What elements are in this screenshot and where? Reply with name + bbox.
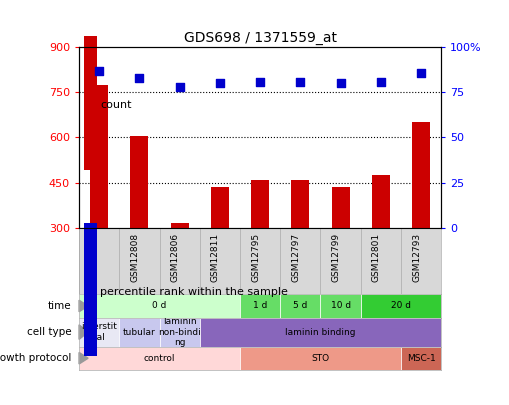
Text: GSM12799: GSM12799: [331, 233, 340, 282]
Bar: [210, 187, 229, 228]
Text: 5 d: 5 d: [293, 301, 307, 311]
Bar: [170, 223, 188, 228]
Bar: [240, 347, 400, 370]
Bar: [250, 179, 269, 228]
Text: MSC-1: MSC-1: [406, 354, 435, 363]
Text: laminin
non-bindi
ng: laminin non-bindi ng: [158, 317, 201, 347]
Bar: [84, 223, 97, 356]
Polygon shape: [79, 300, 88, 312]
Bar: [279, 294, 320, 318]
Text: GSM12795: GSM12795: [250, 233, 260, 282]
Point: [95, 68, 103, 74]
Title: GDS698 / 1371559_at: GDS698 / 1371559_at: [183, 31, 336, 45]
Text: 0 d: 0 d: [152, 301, 166, 311]
Text: STO: STO: [311, 354, 329, 363]
Point: [215, 80, 223, 87]
Bar: [400, 347, 440, 370]
Text: laminin binding: laminin binding: [285, 328, 355, 337]
Point: [175, 84, 183, 90]
Bar: [360, 294, 440, 318]
Bar: [90, 85, 108, 228]
Text: control: control: [144, 354, 175, 363]
Bar: [291, 179, 309, 228]
Text: percentile rank within the sample: percentile rank within the sample: [100, 287, 288, 296]
Bar: [130, 136, 148, 228]
Text: interstit
ial: interstit ial: [81, 322, 117, 342]
Bar: [79, 318, 119, 347]
Polygon shape: [79, 352, 88, 364]
Text: GSM12808: GSM12808: [130, 233, 139, 282]
Bar: [240, 294, 279, 318]
Text: 10 d: 10 d: [330, 301, 350, 311]
Text: GSM12811: GSM12811: [210, 233, 219, 282]
Point: [135, 75, 143, 81]
Text: GSM12797: GSM12797: [291, 233, 300, 282]
Text: GSM12793: GSM12793: [411, 233, 420, 282]
Bar: [371, 175, 389, 228]
Point: [416, 69, 425, 76]
Bar: [79, 294, 240, 318]
Text: GSM12806: GSM12806: [171, 233, 179, 282]
Text: cell type: cell type: [27, 327, 72, 337]
Bar: [79, 347, 240, 370]
Bar: [331, 187, 349, 228]
Bar: [159, 318, 200, 347]
Text: 1 d: 1 d: [252, 301, 267, 311]
Text: growth protocol: growth protocol: [0, 353, 72, 363]
Polygon shape: [79, 325, 88, 339]
Point: [336, 80, 344, 87]
Bar: [200, 318, 440, 347]
Text: time: time: [48, 301, 72, 311]
Bar: [411, 122, 429, 228]
Bar: [320, 294, 360, 318]
Bar: [119, 318, 159, 347]
Point: [376, 79, 384, 85]
Text: GSM12803: GSM12803: [90, 233, 99, 282]
Point: [256, 79, 264, 85]
Bar: [84, 36, 97, 170]
Text: GSM12801: GSM12801: [371, 233, 380, 282]
Text: 20 d: 20 d: [390, 301, 410, 311]
Text: count: count: [100, 100, 132, 110]
Text: tubular: tubular: [123, 328, 155, 337]
Point: [296, 79, 304, 85]
